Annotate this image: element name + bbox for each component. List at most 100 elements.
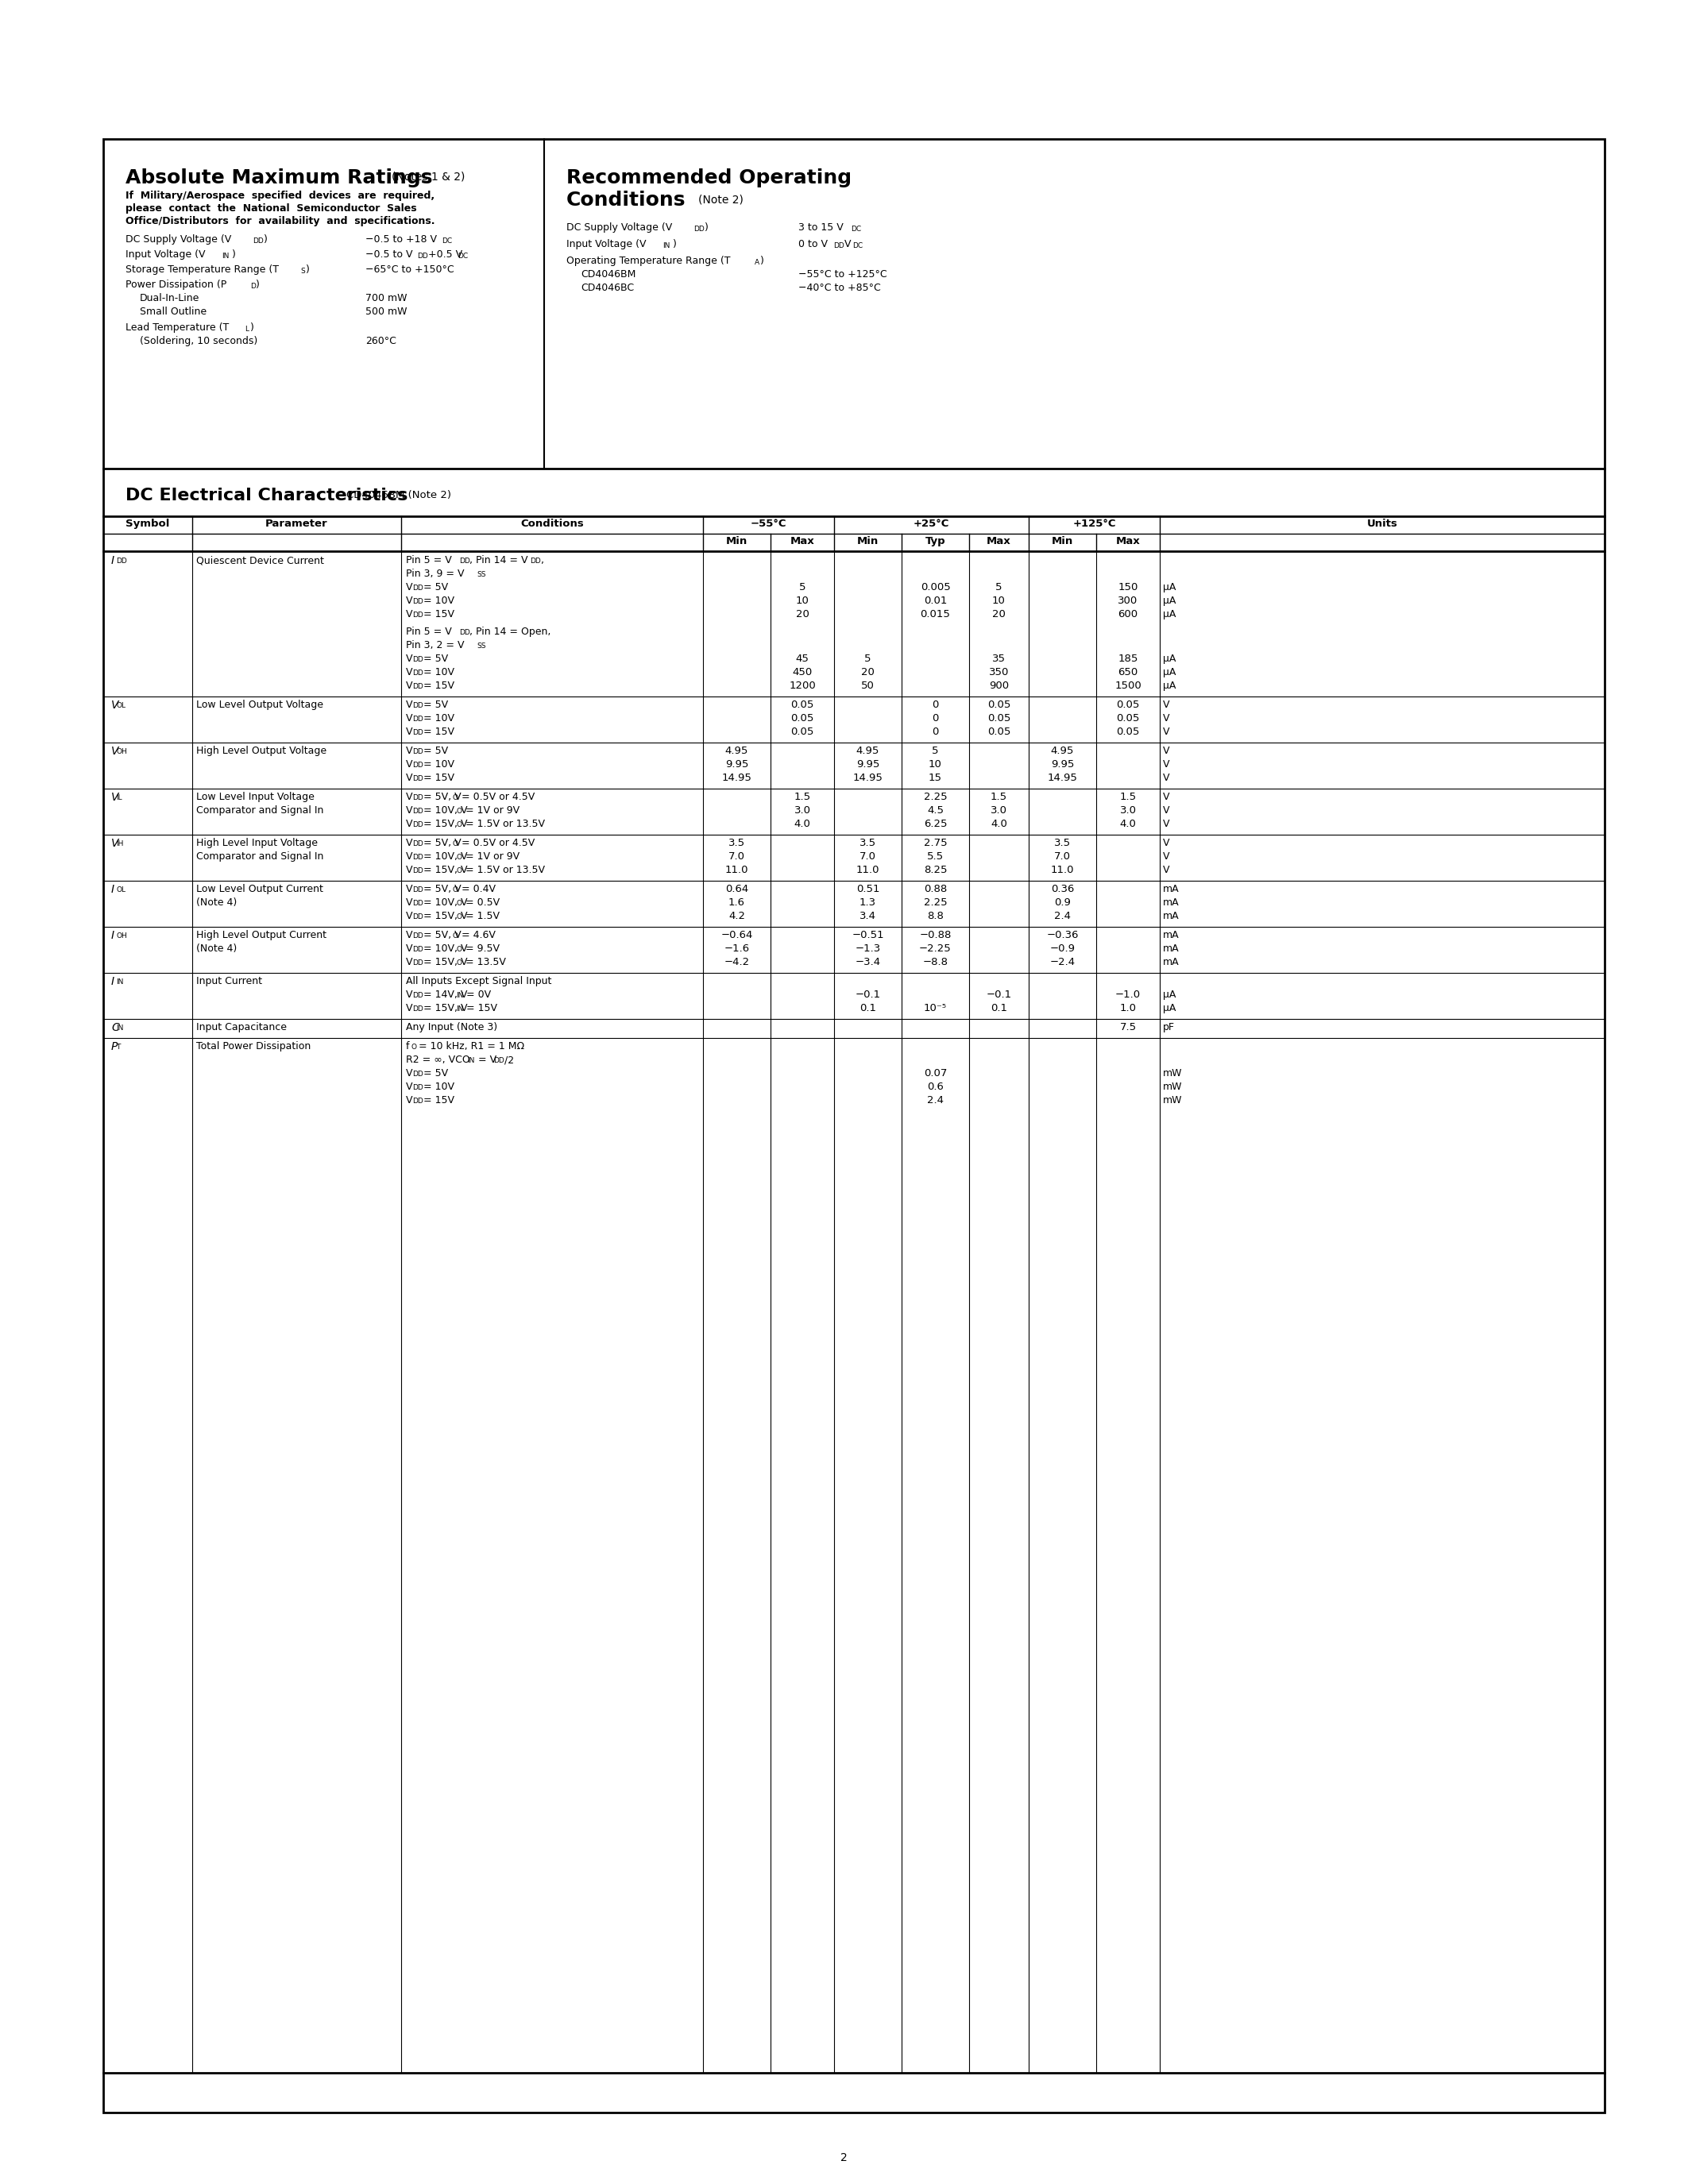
Text: = 5V: = 5V <box>424 745 447 756</box>
Text: 10⁻⁵: 10⁻⁵ <box>923 1002 947 1013</box>
Text: I: I <box>111 976 115 987</box>
Text: S: S <box>300 269 306 275</box>
Text: V: V <box>111 699 118 710</box>
Text: 3.0: 3.0 <box>991 806 1008 815</box>
Text: 20: 20 <box>861 666 874 677</box>
Text: SS: SS <box>476 642 486 649</box>
Text: 11.0: 11.0 <box>1050 865 1074 876</box>
Text: = 15V, V: = 15V, V <box>424 819 468 830</box>
Text: 14.95: 14.95 <box>722 773 751 784</box>
Text: DD: DD <box>412 841 424 847</box>
Text: O: O <box>456 808 463 815</box>
Text: 0.9: 0.9 <box>1053 898 1070 909</box>
Text: 0 to V: 0 to V <box>798 238 827 249</box>
Text: Symbol: Symbol <box>125 518 170 529</box>
Text: = 15V, V: = 15V, V <box>424 1002 468 1013</box>
Text: V: V <box>1163 839 1170 847</box>
Text: = 4.6V: = 4.6V <box>459 930 496 941</box>
Text: mA: mA <box>1163 943 1180 954</box>
Text: Pin 5 = V: Pin 5 = V <box>405 627 452 638</box>
Text: DD: DD <box>459 557 469 566</box>
Text: 3.0: 3.0 <box>793 806 810 815</box>
Text: (Soldering, 10 seconds): (Soldering, 10 seconds) <box>140 336 258 347</box>
Text: Comparator and Signal In: Comparator and Signal In <box>196 852 324 863</box>
Text: DD: DD <box>412 959 424 968</box>
Text: DD: DD <box>253 238 263 245</box>
Text: = 1V or 9V: = 1V or 9V <box>463 852 520 863</box>
Text: DC: DC <box>852 242 863 249</box>
Text: 1.5: 1.5 <box>991 793 1008 802</box>
Text: 2.4: 2.4 <box>1053 911 1070 922</box>
Text: DC: DC <box>851 225 861 234</box>
Text: 0.05: 0.05 <box>790 699 814 710</box>
Text: mW: mW <box>1163 1081 1182 1092</box>
Text: DD: DD <box>412 775 424 782</box>
Text: 0.05: 0.05 <box>790 727 814 736</box>
Text: 5: 5 <box>798 583 805 592</box>
Text: V: V <box>405 666 412 677</box>
Text: = 15V: = 15V <box>424 609 454 620</box>
Text: 4.0: 4.0 <box>793 819 810 830</box>
Text: 4.95: 4.95 <box>726 745 748 756</box>
Text: = 5V, V: = 5V, V <box>424 885 461 893</box>
Text: A: A <box>755 260 760 266</box>
Text: +125°C: +125°C <box>1072 518 1116 529</box>
Text: 20: 20 <box>993 609 1006 620</box>
Text: f: f <box>405 1042 410 1051</box>
Text: 3 to 15 V: 3 to 15 V <box>798 223 844 234</box>
Text: V: V <box>405 653 412 664</box>
Text: 0: 0 <box>932 699 939 710</box>
Text: DC Electrical Characteristics: DC Electrical Characteristics <box>125 487 408 505</box>
Text: ): ) <box>231 249 236 260</box>
Text: DD: DD <box>694 225 704 234</box>
Text: DD: DD <box>412 913 424 919</box>
Text: 0.05: 0.05 <box>987 699 1011 710</box>
Text: 9.95: 9.95 <box>1050 760 1074 769</box>
Text: OL: OL <box>116 701 127 710</box>
Text: Max: Max <box>1116 535 1139 546</box>
Text: = 0.5V or 4.5V: = 0.5V or 4.5V <box>459 839 535 847</box>
Text: 150: 150 <box>1117 583 1138 592</box>
Text: IN: IN <box>221 253 230 260</box>
Text: O: O <box>452 795 457 802</box>
Text: V: V <box>1163 714 1170 723</box>
Text: V: V <box>405 773 412 784</box>
Text: (Note 4): (Note 4) <box>196 943 236 954</box>
Text: Min: Min <box>726 535 748 546</box>
Text: mW: mW <box>1163 1068 1182 1079</box>
Text: DD: DD <box>412 612 424 618</box>
Text: DD: DD <box>412 729 424 736</box>
Text: Input Capacitance: Input Capacitance <box>196 1022 287 1033</box>
Text: V: V <box>405 1002 412 1013</box>
Text: 0.01: 0.01 <box>923 596 947 605</box>
Text: mA: mA <box>1163 885 1180 893</box>
Text: C: C <box>111 1022 118 1033</box>
Text: = 10V, V: = 10V, V <box>424 852 468 863</box>
Text: V: V <box>111 793 118 804</box>
Text: = 0V: = 0V <box>466 989 491 1000</box>
Text: = 0.5V: = 0.5V <box>463 898 500 909</box>
Text: DD: DD <box>412 1099 424 1105</box>
Text: 900: 900 <box>989 681 1009 690</box>
Text: V: V <box>405 1094 412 1105</box>
Text: V: V <box>405 911 412 922</box>
Text: Operating Temperature Range (T: Operating Temperature Range (T <box>567 256 731 266</box>
Text: −1.0: −1.0 <box>1116 989 1141 1000</box>
Text: High Level Output Current: High Level Output Current <box>196 930 326 941</box>
Text: OH: OH <box>116 933 127 939</box>
Text: V: V <box>405 885 412 893</box>
Text: −55°C: −55°C <box>751 518 787 529</box>
Text: DD: DD <box>412 933 424 939</box>
Text: −0.88: −0.88 <box>920 930 952 941</box>
Text: mA: mA <box>1163 898 1180 909</box>
Text: (Notes 1 & 2): (Notes 1 & 2) <box>392 170 464 181</box>
Text: Input Voltage (V: Input Voltage (V <box>567 238 647 249</box>
Text: = 9.5V: = 9.5V <box>463 943 500 954</box>
Text: 350: 350 <box>989 666 1009 677</box>
Text: O: O <box>452 841 457 847</box>
Text: = 15V, V: = 15V, V <box>424 865 468 876</box>
Text: Storage Temperature Range (T: Storage Temperature Range (T <box>125 264 279 275</box>
Text: 260°C: 260°C <box>365 336 397 347</box>
Text: ): ) <box>263 234 268 245</box>
Text: 10: 10 <box>928 760 942 769</box>
